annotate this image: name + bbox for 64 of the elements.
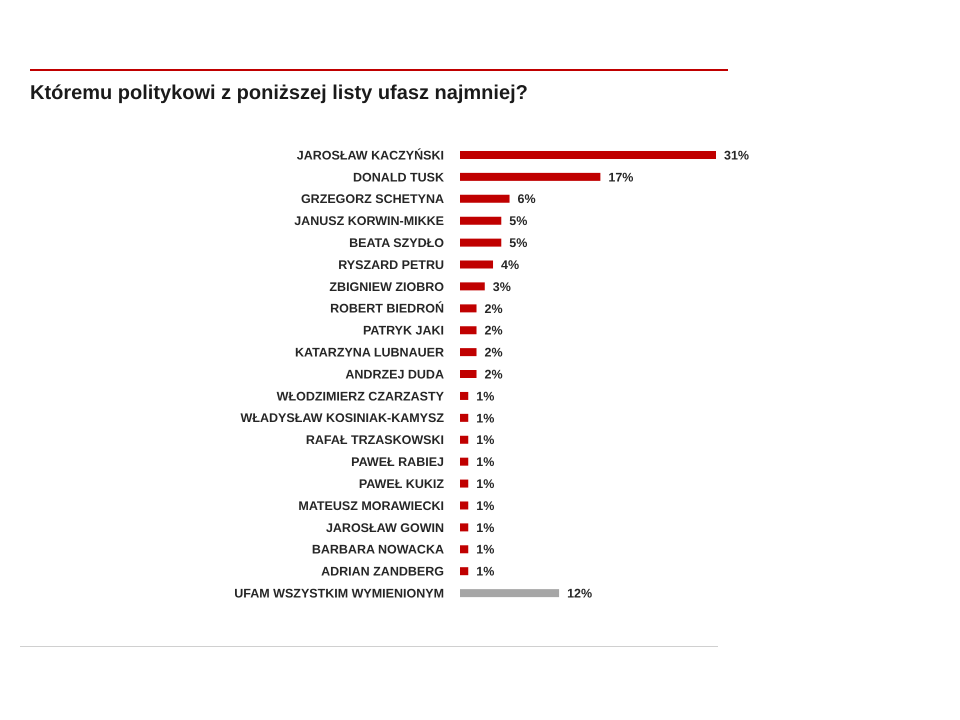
bar [460,414,468,422]
y-tick-label: PAWEŁ KUKIZ [358,476,444,491]
bar [460,392,468,400]
bar [460,151,716,159]
bar [460,260,494,269]
y-tick-label: KATARZYNA LUBNAUER [294,346,444,360]
data-label: 4% [501,258,520,272]
bar [460,172,600,181]
bar [460,282,485,290]
data-label: 2% [484,367,503,382]
data-label: 1% [476,542,494,557]
data-label: 1% [476,477,494,492]
y-tick-label: JAROSŁAW GOWIN [326,520,444,535]
y-tick-label: BEATA SZYDŁO [349,236,444,250]
y-tick-label: RYSZARD PETRU [338,258,444,272]
y-tick-label: ROBERT BIEDROŃ [330,300,444,316]
y-tick-label: JAROSŁAW KACZYŃSKI [296,147,444,162]
bar [460,458,468,466]
bar [460,194,510,203]
bar [460,480,468,488]
bar [460,304,477,312]
data-label: 5% [509,236,528,250]
y-tick-label: MATEUSZ MORAWIECKI [298,498,444,513]
data-label: 2% [484,346,503,360]
y-tick-label: PATRYK JAKI [362,324,444,338]
data-label: 1% [476,520,494,535]
data-label: 1% [476,455,494,470]
y-tick-label: ZBIGNIEW ZIOBRO [329,280,444,294]
data-label: 17% [608,170,634,184]
data-label: 1% [476,411,494,426]
data-label: 5% [509,214,528,228]
data-label: 2% [484,302,503,316]
data-label: 2% [484,324,503,338]
bar [460,436,468,444]
data-label: 31% [724,148,750,162]
y-tick-label: GRZEGORZ SCHETYNA [300,192,444,206]
data-label: 6% [518,192,536,206]
bar [460,326,477,334]
bar [460,523,468,532]
y-tick-label: WŁADYSŁAW KOSINIAK-KAMYSZ [240,411,444,426]
y-tick-label: UFAM WSZYSTKIM WYMIENIONYM [234,586,444,600]
data-label: 1% [476,564,494,579]
data-label: 12% [567,586,592,601]
y-tick-label: ADRIAN ZANDBERG [321,564,444,579]
text: Któremu politykowi z poniższej listy ufasz najmniej? [30,82,528,105]
bar [460,238,502,247]
data-label: 1% [476,498,494,513]
bar [460,501,468,510]
bar [460,348,477,356]
y-tick-label: RAFAŁ TRZASKOWSKI [306,433,444,448]
y-tick-label: ANDRZEJ DUDA [345,367,444,382]
y-tick-label: BARBARA NOWACKA [312,542,444,557]
bar [460,567,468,576]
bar [460,589,560,598]
y-tick-label: JANUSZ KORWIN-MIKKE [294,214,444,228]
bar [460,216,502,225]
data-label: 3% [492,280,511,294]
data-label: 1% [476,433,494,448]
y-tick-label: PAWEŁ RABIEJ [351,455,444,470]
bar [460,370,477,378]
y-tick-label: DONALD TUSK [353,170,444,184]
bar [460,545,468,554]
data-label: 1% [476,389,494,404]
y-tick-label: WŁODZIMIERZ CZARZASTY [276,389,445,404]
